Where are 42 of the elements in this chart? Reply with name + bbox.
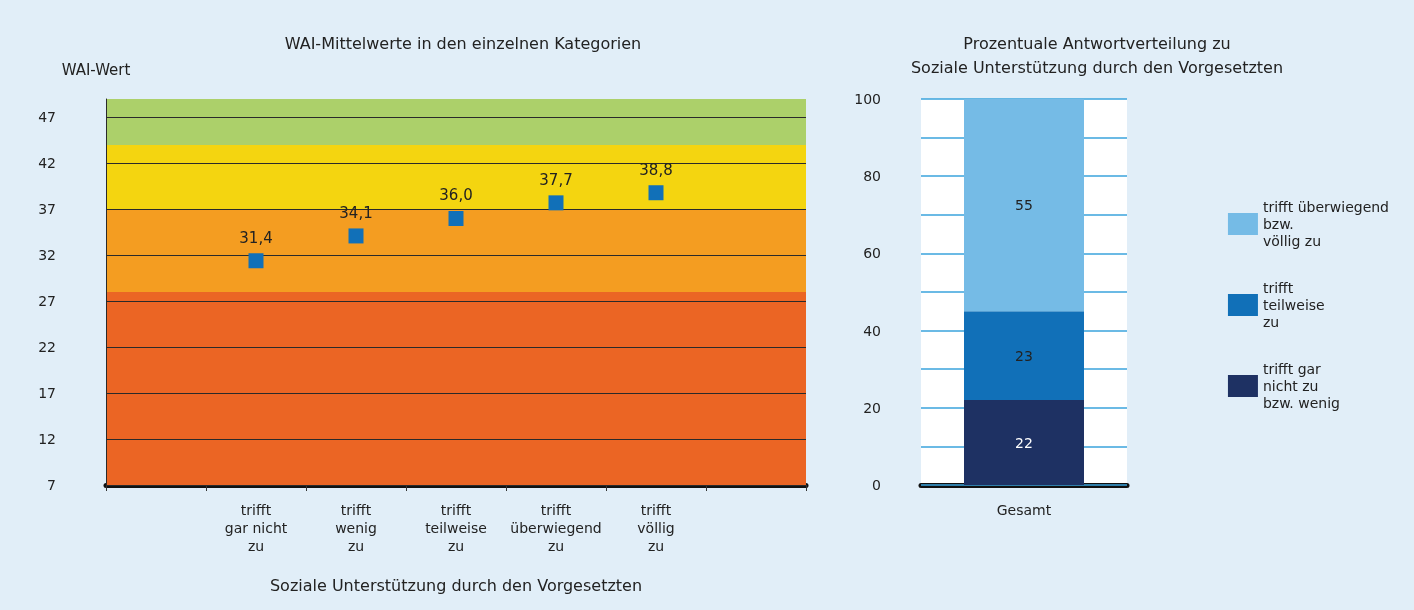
y-tick-label: 12: [38, 431, 56, 448]
data-label: 36,0: [439, 186, 473, 205]
y-tick-label: 27: [38, 293, 56, 310]
data-label: 22: [1015, 434, 1033, 451]
y-tick-label: 80: [863, 168, 881, 185]
y-tick-label: 42: [38, 155, 56, 172]
y-tick-label: 37: [38, 201, 56, 218]
y-tick-label: 47: [38, 109, 56, 126]
data-label: 55: [1015, 197, 1033, 214]
chart-title: WAI-Mittelwerte in den einzelnen Kategorien: [284, 33, 642, 53]
y-axis-title: WAI-Wert: [61, 60, 131, 79]
x-tick-label: trifft teilweise zu: [425, 502, 487, 554]
point: [248, 253, 264, 269]
legend-label: trifft teilweise zu: [1262, 280, 1325, 330]
legend-label: trifft überwiegend bzw. völlig zu: [1262, 199, 1389, 249]
point: [348, 228, 364, 244]
x-tick-label: Gesamt: [996, 502, 1052, 518]
y-tick-label: 40: [863, 322, 881, 339]
point: [448, 210, 464, 226]
legend-label: trifft gar nicht zu bzw. wenig: [1262, 361, 1340, 411]
data-label: 31,4: [239, 228, 273, 247]
y-tick-label: 60: [863, 245, 881, 262]
point: [648, 185, 664, 201]
data-label: 37,7: [539, 170, 573, 189]
bar: [964, 99, 1084, 312]
x-tick-label: trifft überwiegend zu: [510, 502, 602, 554]
y-tick-label: 20: [863, 399, 881, 416]
data-label: 23: [1015, 347, 1033, 364]
y-tick-label: 100: [854, 91, 881, 107]
y-tick-label: 32: [38, 247, 56, 264]
chart-title: Prozentuale Antwortverteilung zu Soziale Unterstützung durch den Vorgesetzten: [910, 33, 1284, 77]
x-axis-title: Soziale Unterstützung durch den Vorgesetzten: [269, 575, 643, 595]
point: [548, 195, 564, 211]
x-tick-label: trifft gar nicht zu: [224, 502, 288, 554]
y-tick-label: 22: [38, 339, 56, 356]
y-tick-label: 7: [47, 477, 56, 493]
y-tick-label: 17: [38, 385, 56, 402]
data-label: 38,8: [639, 160, 673, 179]
x-tick-label: trifft wenig zu: [335, 502, 377, 554]
x-tick-label: trifft völlig zu: [637, 502, 675, 554]
bar: [964, 311, 1084, 401]
y-tick-label: 0: [872, 477, 881, 493]
